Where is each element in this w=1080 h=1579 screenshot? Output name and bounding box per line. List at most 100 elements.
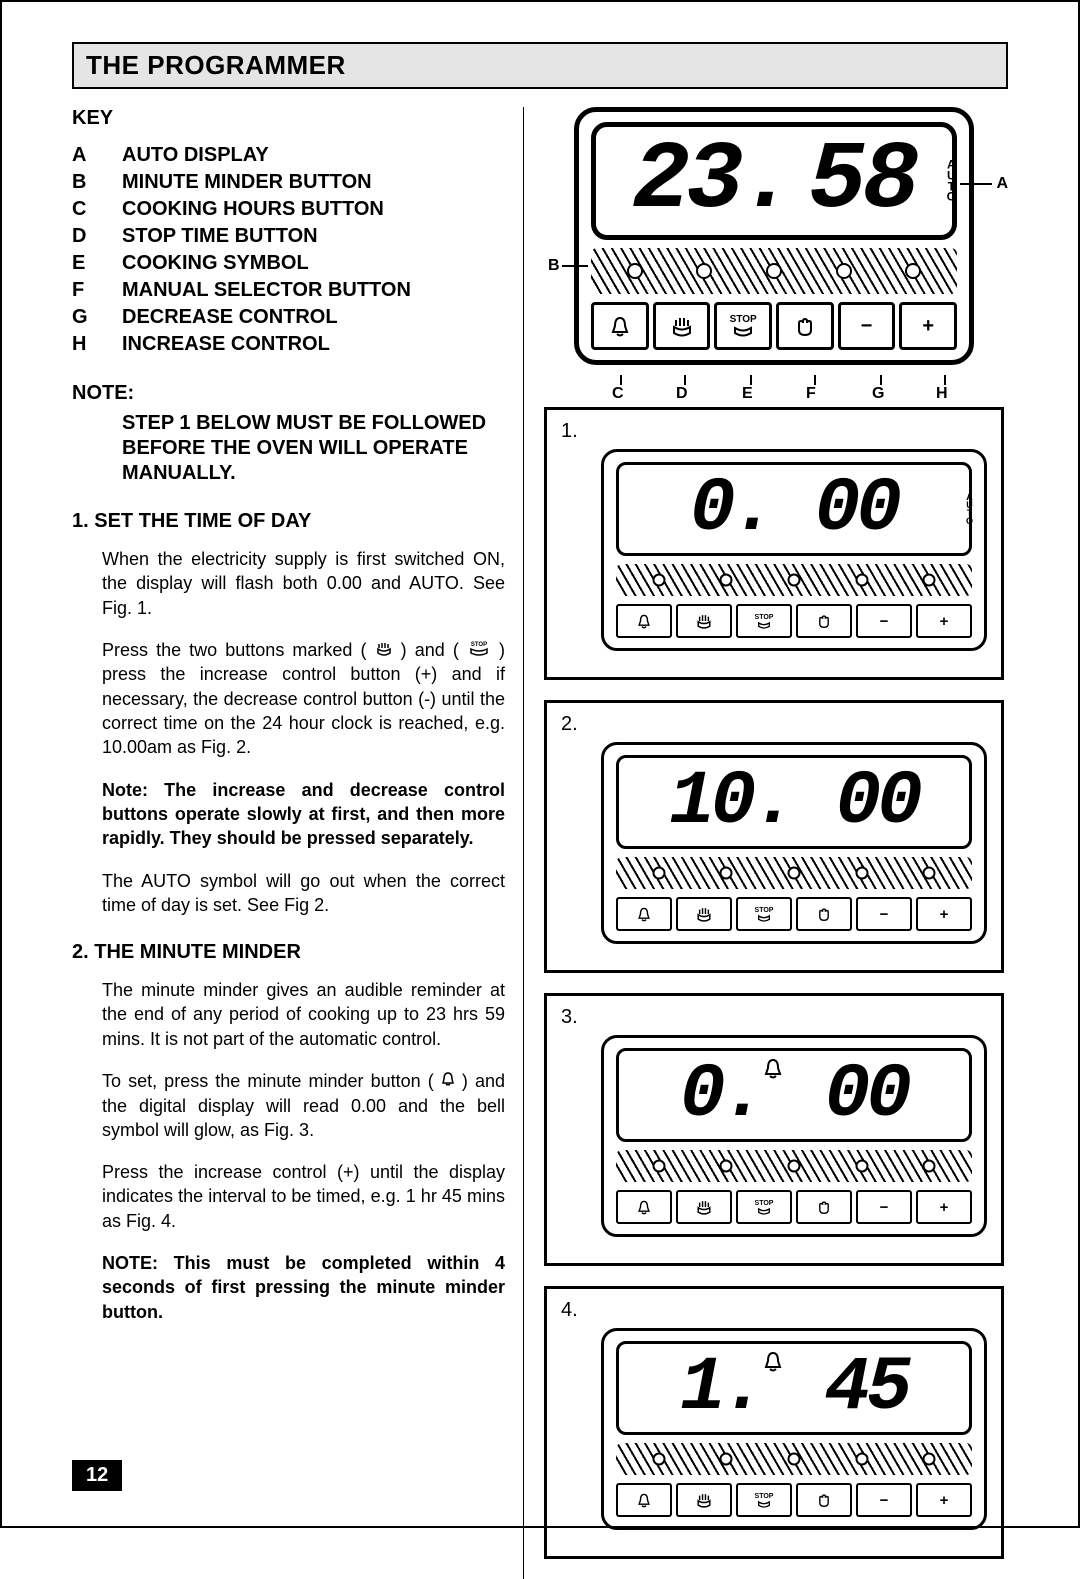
key-heading: KEY [72,107,505,130]
key-label: AUTO DISPLAY [122,144,505,171]
section1-p2: Press the two buttons marked ( ) and ( S… [102,638,505,760]
callout-a: A [996,175,1008,193]
key-label: COOKING HOURS BUTTON [122,198,505,225]
table-row: AAUTO DISPLAY [72,144,505,171]
figure-block: 2.10. 00STOP−+ [544,700,1004,973]
decrease-button[interactable]: − [856,604,912,638]
button-row: STOP −+ [616,1190,972,1224]
minute-minder-button[interactable] [616,897,672,931]
lcd-display: 23. 58 [604,133,944,229]
lcd-display: 1. 45 [627,1350,961,1426]
lcd-time: 23. 58 [632,126,915,235]
decrease-button[interactable]: − [856,1190,912,1224]
cooking-hours-icon [375,640,393,663]
stop-time-icon: STOP [467,640,491,663]
lcd-display: 0. 00 [627,1057,961,1133]
increase-button[interactable]: + [916,1483,972,1517]
auto-indicator: AUTO [966,493,973,525]
key-letter: C [72,198,122,225]
stop-time-button[interactable]: STOP [736,897,792,931]
increase-button[interactable]: + [899,302,957,350]
text-fragment: ) and ( [401,640,467,660]
decrease-button[interactable]: − [856,897,912,931]
page-title: THE PROGRAMMER [86,50,994,81]
key-label: DECREASE CONTROL [122,306,505,333]
panel-hatch [616,1150,972,1182]
callout-c: C [612,385,624,403]
bell-icon [763,1353,783,1380]
increase-button[interactable]: + [916,604,972,638]
lcd-frame: 23. 58 A U T O [591,122,957,240]
plus-icon: + [922,315,934,338]
manual-selector-button[interactable] [796,604,852,638]
button-row: STOP − + [591,302,957,350]
section1-heading: 1. SET THE TIME OF DAY [72,510,505,533]
minute-minder-button[interactable] [591,302,649,350]
cooking-hours-button[interactable] [676,1483,732,1517]
decrease-button[interactable]: − [856,1483,912,1517]
minute-minder-button[interactable] [616,1483,672,1517]
page-number: 12 [72,1460,122,1491]
stop-time-button[interactable]: STOP [736,604,792,638]
figure-block: 3.0. 00STOP−+ [544,993,1004,1266]
auto-letter: O [947,192,956,203]
auto-indicator: A U T O [947,159,956,202]
minus-icon: − [861,315,873,338]
key-letter: H [72,333,122,360]
minute-minder-button[interactable] [616,604,672,638]
right-column: 23. 58 A U T O [544,107,1004,1579]
callout-h: H [936,385,948,403]
section2-heading: 2. THE MINUTE MINDER [72,941,505,964]
two-column-layout: KEY AAUTO DISPLAY BMINUTE MINDER BUTTON … [72,107,1008,1579]
bell-icon [763,1060,783,1087]
key-label: MANUAL SELECTOR BUTTON [122,279,505,306]
increase-button[interactable]: + [916,897,972,931]
callout-b: B [548,257,560,275]
manual-selector-button[interactable] [796,1190,852,1224]
key-label: STOP TIME BUTTON [122,225,505,252]
stop-time-button[interactable]: STOP [736,1190,792,1224]
key-letter: A [72,144,122,171]
cooking-hours-button[interactable] [676,1190,732,1224]
key-letter: F [72,279,122,306]
panel-hatch [591,248,957,294]
key-letter: D [72,225,122,252]
callout-f: F [806,385,816,403]
left-column: KEY AAUTO DISPLAY BMINUTE MINDER BUTTON … [72,107,524,1579]
figure-block: 4.1. 45STOP−+ [544,1286,1004,1559]
programmer-panel-small: 0. 00 AUTO STOP −+ [601,449,987,651]
cooking-hours-button[interactable] [676,604,732,638]
minute-minder-button[interactable] [616,1190,672,1224]
manual-selector-button[interactable] [796,1483,852,1517]
manual-selector-button[interactable] [796,897,852,931]
cooking-hours-button[interactable] [676,897,732,931]
section1-p3: Note: The increase and decrease control … [102,778,505,851]
stop-label: STOP [730,315,757,325]
table-row: BMINUTE MINDER BUTTON [72,171,505,198]
stop-time-button[interactable]: STOP [714,302,772,350]
figure-number: 1. [561,420,987,443]
key-letter: B [72,171,122,198]
cooking-hours-button[interactable] [653,302,711,350]
page: THE PROGRAMMER KEY AAUTO DISPLAY BMINUTE… [0,0,1080,1528]
key-label: MINUTE MINDER BUTTON [122,171,505,198]
lcd-display: 0. 00 [627,471,961,547]
lcd-display: 10. 00 [627,764,961,840]
panel-hatch [616,1443,972,1475]
callout-e: E [742,385,753,403]
table-row: CCOOKING HOURS BUTTON [72,198,505,225]
lcd-frame: 0. 00 AUTO [616,462,972,556]
key-label: COOKING SYMBOL [122,252,505,279]
key-table: AAUTO DISPLAY BMINUTE MINDER BUTTON CCOO… [72,144,505,360]
increase-button[interactable]: + [916,1190,972,1224]
table-row: ECOOKING SYMBOL [72,252,505,279]
key-letter: E [72,252,122,279]
table-row: HINCREASE CONTROL [72,333,505,360]
table-row: DSTOP TIME BUTTON [72,225,505,252]
stop-time-button[interactable]: STOP [736,1483,792,1517]
callout-line [562,265,588,267]
manual-selector-button[interactable] [776,302,834,350]
svg-text:STOP: STOP [471,642,487,648]
section1-p1: When the electricity supply is first swi… [102,547,505,620]
decrease-button[interactable]: − [838,302,896,350]
